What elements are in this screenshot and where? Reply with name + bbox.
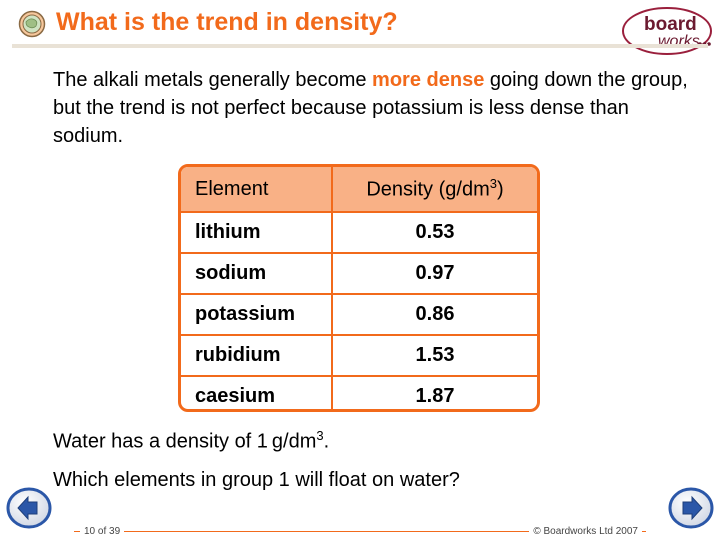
table-row: sodium 0.97 xyxy=(181,253,537,295)
density-cell: 0.97 xyxy=(332,253,537,295)
water-sup: 3 xyxy=(316,428,324,443)
density-cell: 1.53 xyxy=(332,335,537,377)
arrow-left-icon[interactable] xyxy=(6,486,52,530)
svg-text:board: board xyxy=(644,14,697,35)
table-row: potassium 0.86 xyxy=(181,294,537,336)
arrow-right-icon[interactable] xyxy=(668,486,714,530)
header-density-close: ) xyxy=(496,178,504,201)
water-text: Water has a density of 1 g/dm xyxy=(53,430,317,453)
header-density-sup: 3 xyxy=(489,176,497,192)
question-text: Which elements in group 1 will float on … xyxy=(53,469,460,491)
table-row: caesium 1.87 xyxy=(181,376,537,409)
page-number: 10 of 39 xyxy=(80,526,125,537)
header-element: Element xyxy=(181,167,333,213)
water-density-text: Water has a density of 1 g/dm3. xyxy=(53,428,329,454)
copyright-text: © Boardworks Ltd 2007 xyxy=(529,526,642,537)
table-row: rubidium 1.53 xyxy=(181,335,537,377)
boardworks-logo: board works xyxy=(622,7,712,55)
table-header-row: Element Density (g/dm3) xyxy=(181,167,537,213)
element-cell: potassium xyxy=(181,294,333,336)
intro-text-before: The alkali metals generally become xyxy=(53,69,373,91)
water-end: . xyxy=(323,430,330,453)
footer-divider xyxy=(74,531,646,532)
intro-paragraph: The alkali metals generally become more … xyxy=(53,66,693,150)
element-cell: rubidium xyxy=(181,335,333,377)
density-cell: 0.86 xyxy=(332,294,537,336)
element-cell: caesium xyxy=(181,376,333,409)
intro-highlight: more dense xyxy=(372,69,485,91)
element-cell: lithium xyxy=(181,212,333,254)
page-title: What is the trend in density? xyxy=(56,8,398,36)
header-density: Density (g/dm3) xyxy=(332,167,537,213)
header-divider xyxy=(12,44,708,48)
globe-logo-icon xyxy=(18,10,46,38)
table-row: lithium 0.53 xyxy=(181,212,537,254)
header-density-text: Density (g/dm xyxy=(366,178,490,201)
intro-text-after: going down the group, but the trend is n… xyxy=(53,69,688,147)
density-cell: 0.53 xyxy=(332,212,537,254)
element-cell: sodium xyxy=(181,253,333,295)
density-cell: 1.87 xyxy=(415,385,455,407)
density-table: Element Density (g/dm3) lithium 0.53 sod… xyxy=(178,164,540,412)
